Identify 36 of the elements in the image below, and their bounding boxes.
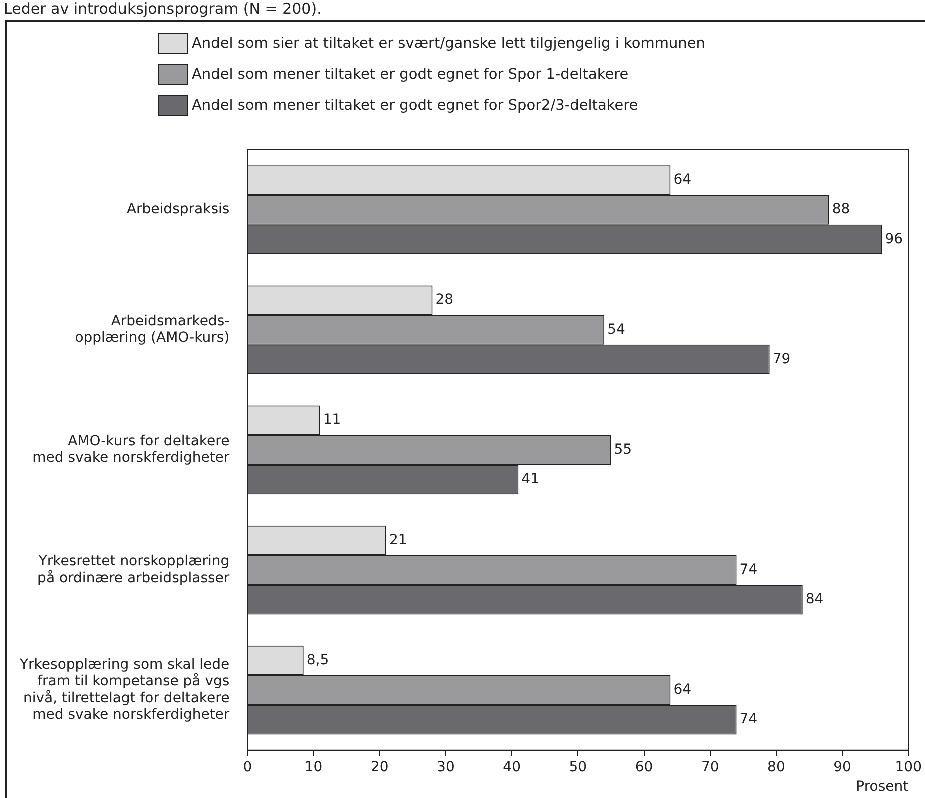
- data-label: 84: [806, 592, 824, 608]
- x-tick-label: 50: [569, 759, 588, 776]
- x-tick-label: 10: [304, 759, 323, 776]
- data-label: 96: [885, 231, 904, 248]
- x-tick-label: 30: [437, 759, 455, 776]
- legend-label: Andel som mener tiltaket er godt egnet for Spor 1-deltakere: [192, 66, 629, 82]
- data-label: 21: [389, 532, 408, 548]
- x-tick-label: 70: [701, 759, 720, 776]
- y-tick-label: Yrkesopplæring som skal lede fram til kompetanse på vgs nivå, tilrettelagt for deltakere med svake norskferdigheter: [18, 656, 230, 724]
- y-tick-label: Arbeidsmarkeds- opplæring (AMO-kurs): [75, 313, 230, 346]
- x-axis-title: Prosent: [856, 779, 910, 796]
- data-label: 54: [608, 322, 626, 338]
- x-tick-label: 0: [243, 759, 252, 776]
- data-label: 55: [614, 442, 632, 458]
- data-label: 64: [674, 682, 692, 698]
- data-label: 41: [522, 471, 540, 488]
- legend-label: Andel som mener tiltaket er godt egnet for Spor2/3-deltakere: [192, 98, 638, 114]
- y-tick-label: AMO-kurs for deltakere med svake norskferdigheter: [32, 433, 230, 466]
- y-tick-label: Arbeidspraksis: [126, 202, 230, 218]
- x-tick-label: 80: [768, 759, 786, 776]
- chart-title: Leder av introduksjonsprogram (N = 200).: [4, 0, 322, 18]
- data-label: 74: [740, 712, 758, 728]
- data-label: 74: [740, 562, 758, 578]
- data-label: 28: [436, 292, 454, 308]
- legend-label: Andel som sier at tiltaket er svært/ganske lett tilgjengelig i kommunen: [192, 36, 706, 52]
- x-tick-label: 100: [895, 759, 922, 776]
- data-label: 64: [674, 172, 692, 188]
- data-label: 8,5: [306, 652, 330, 668]
- x-tick-label: 60: [635, 759, 654, 776]
- data-label: 88: [832, 202, 850, 218]
- x-tick-label: 40: [503, 759, 521, 776]
- x-tick-label: 90: [834, 759, 852, 776]
- data-label: 79: [772, 351, 791, 368]
- y-tick-label: Yrkesrettet norskopplæring på ordinære arbeidsplasser: [38, 554, 230, 586]
- data-label: 11: [323, 412, 342, 428]
- x-tick-label: 20: [370, 759, 389, 776]
